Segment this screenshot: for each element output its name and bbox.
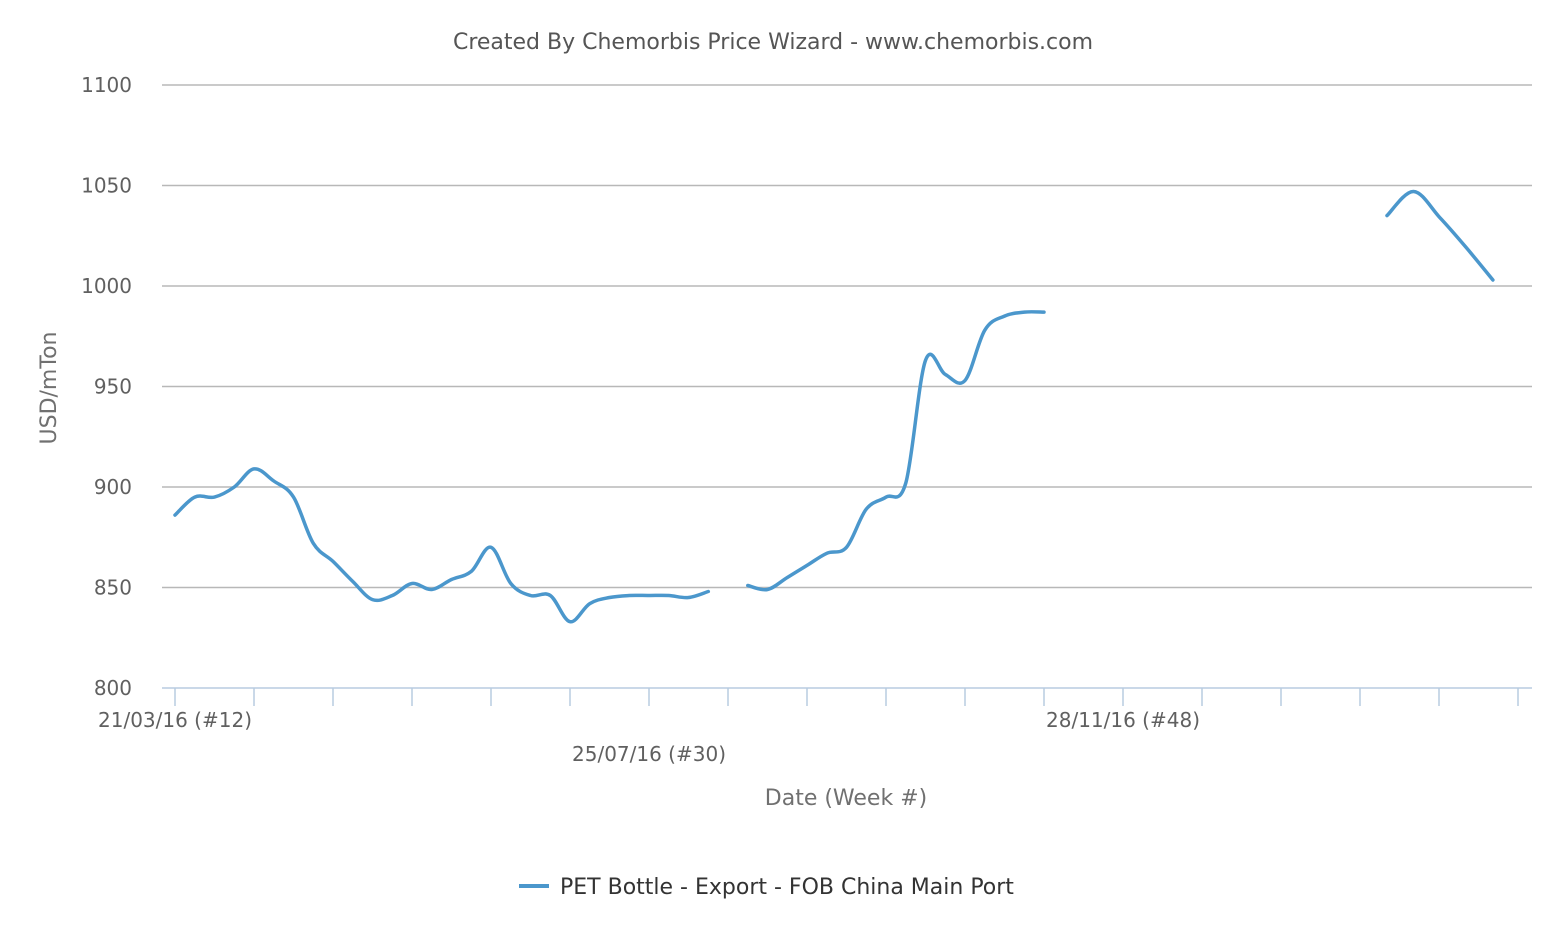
y-tick-label: 1050 [81,174,132,198]
y-tick-label: 1000 [81,274,132,298]
legend-item-label: PET Bottle - Export - FOB China Main Por… [560,875,1014,900]
y-tick-label: 800 [94,676,132,700]
series-line-segment [1385,189,1495,282]
x-tick-label: 28/11/16 (#48) [1046,708,1200,732]
y-axis-label: USD/mTon [37,332,62,445]
legend[interactable]: PET Bottle - Export - FOB China Main Por… [519,875,1014,900]
y-tick-label: 850 [94,576,132,600]
y-axis-ticks: 800 850 900 950 1000 1050 1100 [81,73,132,700]
y-tick-label: 1100 [81,73,132,97]
series-line-segment [746,310,1046,592]
x-tick-label: 25/07/16 (#30) [572,742,726,766]
gridlines [162,84,1532,589]
chart-title: Created By Chemorbis Price Wizard - www.… [453,30,1093,55]
x-axis-label: Date (Week #) [765,786,927,811]
y-tick-label: 950 [94,375,132,399]
series-line-segment [173,467,711,624]
series-lines [173,189,1495,624]
y-tick-label: 900 [94,475,132,499]
x-tick-label: 21/03/16 (#12) [98,708,252,732]
x-axis-ticks [174,688,1519,706]
